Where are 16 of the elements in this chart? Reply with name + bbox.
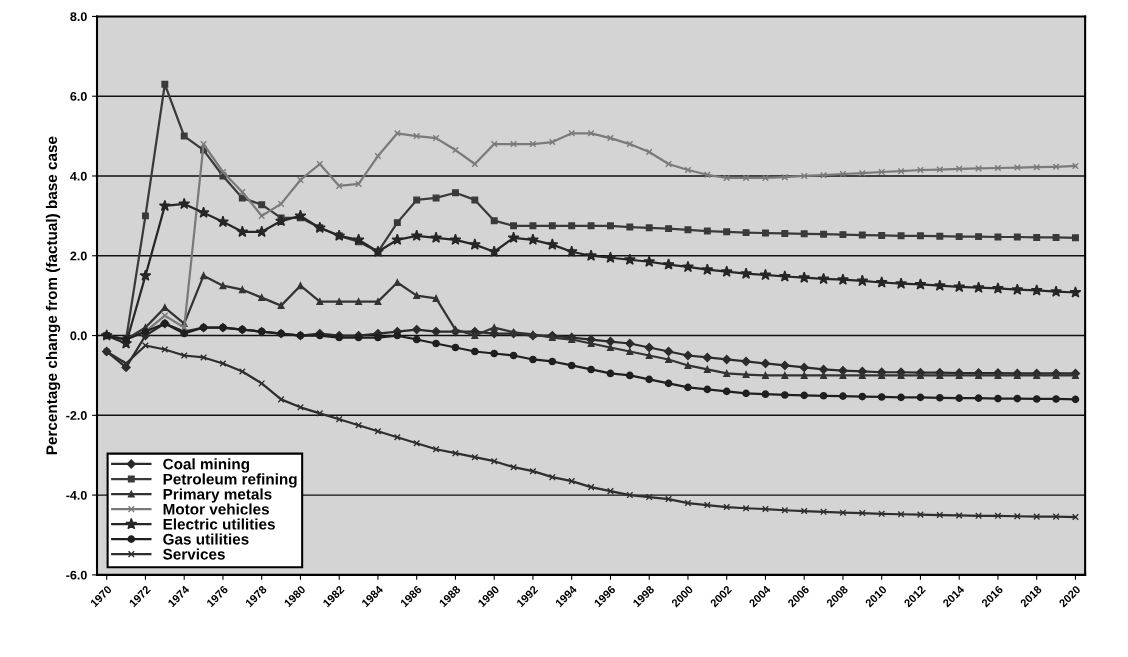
legend-label: Services <box>163 548 225 560</box>
y-tick-label: -4.0 <box>66 490 87 500</box>
y-tick-label: 8.0 <box>70 12 87 22</box>
legend-label: Primary metals <box>163 488 272 503</box>
y-tick-label: 4.0 <box>70 171 87 181</box>
y-tick-label: 2.0 <box>70 251 87 261</box>
legend-label: Motor vehicles <box>163 503 269 515</box>
legend-label: Electric utilities <box>163 518 275 530</box>
y-axis-title: Percentage change from (factual) base case <box>45 136 61 455</box>
y-tick-label: -6.0 <box>66 570 87 580</box>
y-tick-label: 6.0 <box>70 92 87 101</box>
legend-label: Petroleum refining <box>163 473 297 488</box>
y-tick-label: -2.0 <box>66 411 87 420</box>
legend-label: Gas utilities <box>163 533 249 545</box>
y-tick-label: 0.0 <box>70 331 87 341</box>
legend-label: Coal mining <box>163 458 250 473</box>
